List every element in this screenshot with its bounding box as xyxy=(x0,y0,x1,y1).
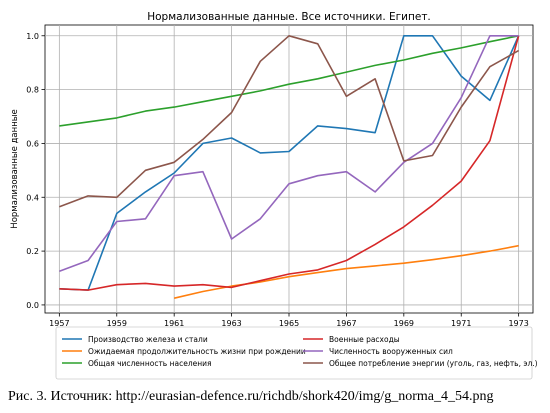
legend-label-4: Военные расходы xyxy=(329,335,400,344)
series-line-4 xyxy=(59,35,520,291)
legend-label-5: Численность вооруженных сил xyxy=(329,347,453,356)
series-line-5 xyxy=(59,34,519,273)
x-tick-label: 1965 xyxy=(279,319,299,328)
series-line-3 xyxy=(59,35,519,127)
chart-title: Нормализованные данные. Все источники. Е… xyxy=(147,11,431,23)
x-tick-label: 1969 xyxy=(394,319,414,328)
figure-caption: Рис. 3. Источник: http://eurasian-defenc… xyxy=(8,389,494,404)
legend-entries: Производство железа и стали Ожидаемая про… xyxy=(62,335,538,368)
x-tick-label: 1963 xyxy=(221,319,241,328)
axes: 1957 1959 1961 1963 1965 1967 1969 1971 1973 0.0 0… xyxy=(26,32,529,328)
y-tick-label: 0.2 xyxy=(26,247,39,256)
legend-label-6: Общее потребление энергии (уголь, газ, н… xyxy=(329,359,538,368)
legend-label-3: Общая численность населения xyxy=(88,359,212,368)
legend-label-2: Ожидаемая продолжительность жизни при ро… xyxy=(88,347,306,356)
y-tick-label: 1.0 xyxy=(26,32,39,41)
x-tick-label: 1971 xyxy=(451,319,471,328)
x-tick-label: 1967 xyxy=(336,319,356,328)
y-tick-label: 0.8 xyxy=(26,86,39,95)
y-tick-label: 0.0 xyxy=(26,301,39,310)
legend: Производство железа и стали Ожидаемая про… xyxy=(55,326,538,380)
y-tick-label: 0.6 xyxy=(26,139,39,148)
x-tick-label: 1959 xyxy=(107,319,127,328)
legend-box xyxy=(55,326,533,380)
series-line-2 xyxy=(174,244,519,299)
legend-label-1: Производство железа и стали xyxy=(88,335,208,344)
x-tick-label: 1973 xyxy=(508,319,528,328)
series-line-6 xyxy=(59,34,519,208)
y-tick-label: 0.4 xyxy=(26,193,39,202)
series-lines xyxy=(59,34,520,299)
y-axis-label: Нормализованные данные xyxy=(10,109,20,228)
x-tick-label: 1957 xyxy=(49,319,69,328)
series-line-1 xyxy=(59,34,520,291)
x-tick-label: 1961 xyxy=(164,319,184,328)
